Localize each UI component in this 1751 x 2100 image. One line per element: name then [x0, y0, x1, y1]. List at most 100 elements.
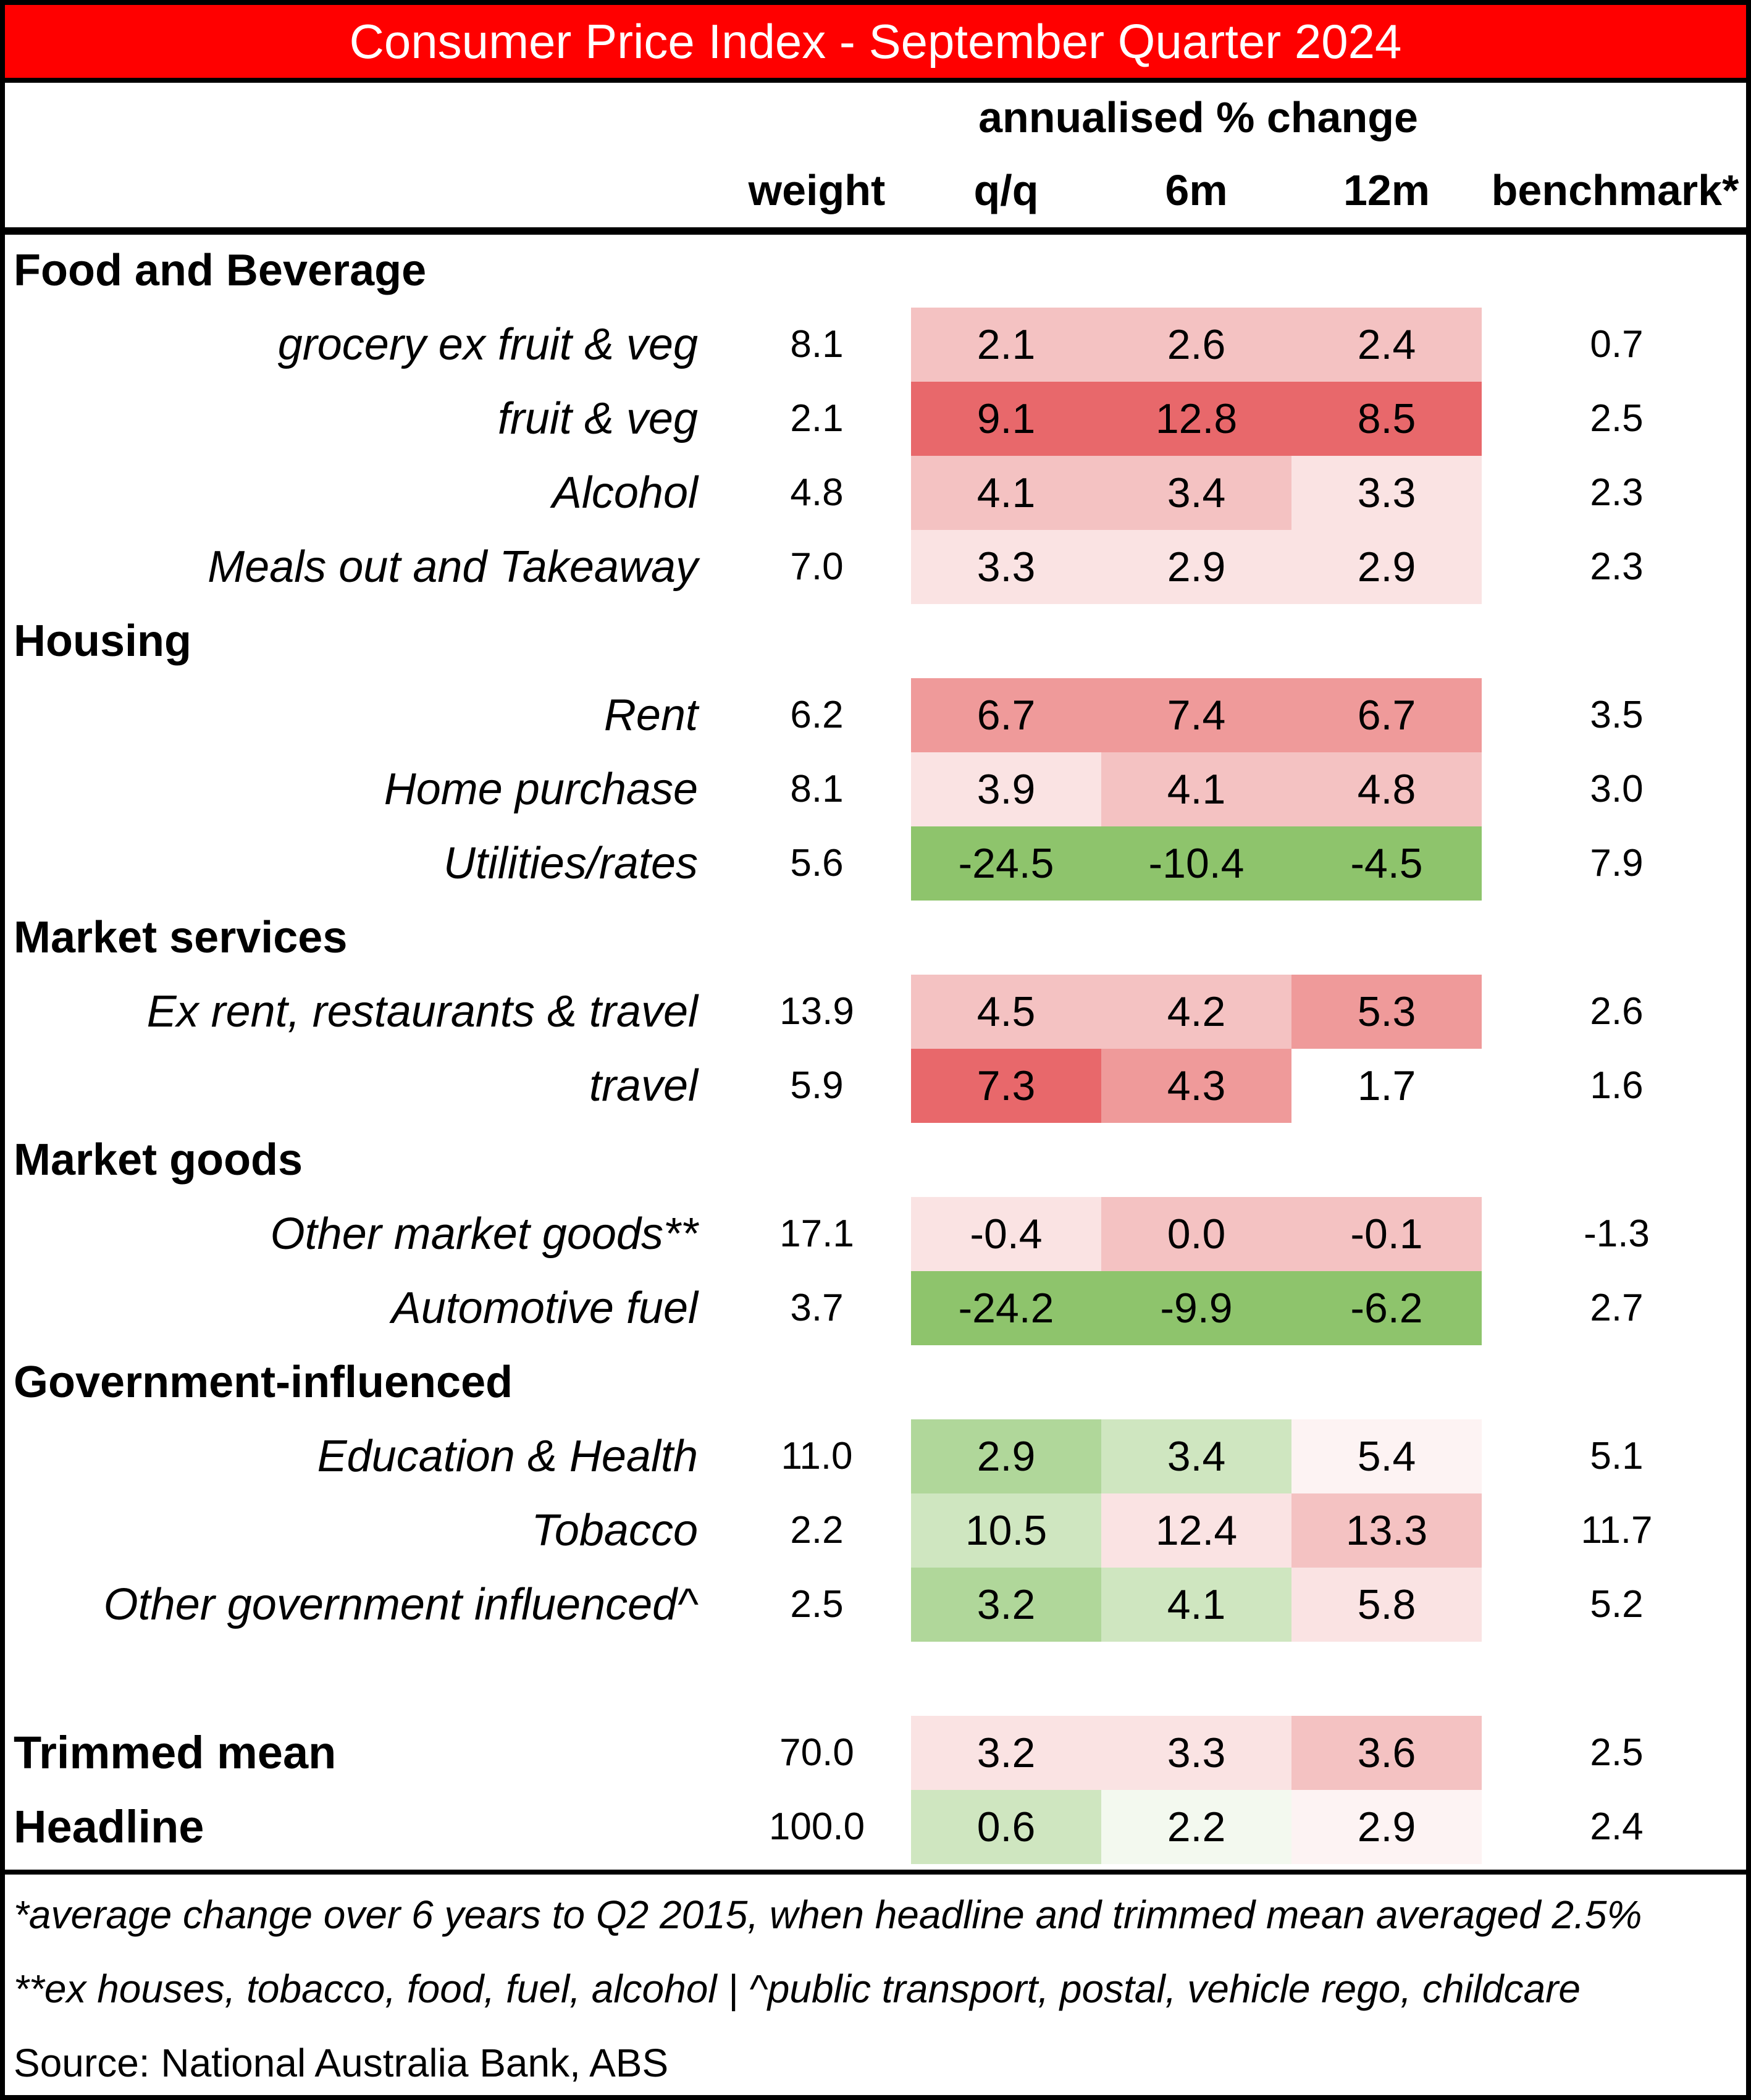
row-rent-twelve-m: 6.7 — [1291, 678, 1482, 752]
row-tobacco-benchmark: 11.7 — [1581, 1509, 1653, 1552]
row-other-market-goods-twelve-m: -0.1 — [1291, 1197, 1482, 1271]
row-automotive-fuel-benchmark: 2.7 — [1590, 1287, 1644, 1329]
row-education-health-weight: 11.0 — [781, 1435, 853, 1477]
row-home-purchase-label: Home purchase — [384, 765, 698, 814]
row-other-market-goods-label: Other market goods** — [270, 1209, 698, 1259]
total-headline-weight: 100.0 — [768, 1805, 865, 1848]
row-fruit-veg-weight: 2.1 — [790, 397, 844, 440]
left-border — [0, 0, 5, 2100]
row-utilities-rates-qq: -24.5 — [911, 826, 1101, 901]
row-other-market-goods-qq: -0.4 — [911, 1197, 1101, 1271]
total-headline-qq: 0.6 — [911, 1790, 1101, 1864]
row-rent-six-m: 7.4 — [1101, 678, 1291, 752]
section-heading-market-services: Market services — [14, 913, 348, 962]
section-heading-market-goods: Market goods — [14, 1135, 303, 1185]
row-utilities-rates-twelve-m: -4.5 — [1291, 826, 1482, 901]
row-other-market-goods-weight: 17.1 — [779, 1212, 854, 1255]
top-border — [0, 0, 1751, 5]
section-heading-housing: Housing — [14, 616, 191, 666]
total-trimmed-mean-label: Trimmed mean — [14, 1727, 337, 1778]
row-ex-rent-restaurants-travel-benchmark: 2.6 — [1590, 990, 1644, 1033]
row-other-government-influenced-qq: 3.2 — [911, 1568, 1101, 1642]
row-tobacco-weight: 2.2 — [790, 1509, 844, 1552]
row-automotive-fuel-qq: -24.2 — [911, 1271, 1101, 1345]
row-fruit-veg-benchmark: 2.5 — [1590, 397, 1644, 440]
row-education-health-label: Education & Health — [317, 1432, 698, 1481]
row-rent-benchmark: 3.5 — [1590, 694, 1644, 736]
row-meals-out-and-takeaway-benchmark: 2.3 — [1590, 545, 1644, 588]
row-alcohol-weight: 4.8 — [790, 471, 844, 514]
row-ex-rent-restaurants-travel-twelve-m: 5.3 — [1291, 975, 1482, 1049]
footnote-definitions: **ex houses, tobacco, food, fuel, alcoho… — [14, 1967, 1581, 2011]
row-tobacco-twelve-m: 13.3 — [1291, 1493, 1482, 1568]
section-heading-government-influenced: Government-influenced — [14, 1358, 513, 1407]
row-utilities-rates-benchmark: 7.9 — [1590, 842, 1644, 884]
row-fruit-veg-qq: 9.1 — [911, 382, 1101, 456]
row-travel-label: travel — [589, 1061, 698, 1111]
row-travel-twelve-m: 1.7 — [1291, 1049, 1482, 1123]
row-meals-out-and-takeaway-weight: 7.0 — [790, 545, 844, 588]
row-grocery-ex-fruit-veg-twelve-m: 2.4 — [1291, 308, 1482, 382]
row-grocery-ex-fruit-veg-qq: 2.1 — [911, 308, 1101, 382]
total-trimmed-mean-qq: 3.2 — [911, 1716, 1101, 1790]
row-grocery-ex-fruit-veg-benchmark: 0.7 — [1590, 323, 1644, 366]
right-border — [1746, 0, 1751, 2100]
row-education-health-benchmark: 5.1 — [1590, 1435, 1644, 1477]
row-grocery-ex-fruit-veg-six-m: 2.6 — [1101, 308, 1291, 382]
row-grocery-ex-fruit-veg-weight: 8.1 — [790, 323, 844, 366]
footnote-benchmark: *average change over 6 years to Q2 2015,… — [14, 1892, 1642, 1937]
header-annualised: annualised % change — [978, 93, 1418, 141]
total-trimmed-mean-twelve-m: 3.6 — [1291, 1716, 1482, 1790]
row-alcohol-label: Alcohol — [552, 468, 698, 518]
row-education-health-qq: 2.9 — [911, 1419, 1101, 1493]
row-ex-rent-restaurants-travel-qq: 4.5 — [911, 975, 1101, 1049]
row-education-health-six-m: 3.4 — [1101, 1419, 1291, 1493]
row-other-market-goods-benchmark: -1.3 — [1584, 1212, 1650, 1255]
row-tobacco-qq: 10.5 — [911, 1493, 1101, 1568]
row-automotive-fuel-six-m: -9.9 — [1101, 1271, 1291, 1345]
row-ex-rent-restaurants-travel-six-m: 4.2 — [1101, 975, 1291, 1049]
row-travel-six-m: 4.3 — [1101, 1049, 1291, 1123]
row-home-purchase-weight: 8.1 — [790, 768, 844, 810]
total-trimmed-mean-six-m: 3.3 — [1101, 1716, 1291, 1790]
row-meals-out-and-takeaway-twelve-m: 2.9 — [1291, 530, 1482, 604]
total-trimmed-mean-weight: 70.0 — [779, 1731, 854, 1774]
row-education-health-twelve-m: 5.4 — [1291, 1419, 1482, 1493]
title-divider — [0, 78, 1751, 83]
row-alcohol-six-m: 3.4 — [1101, 456, 1291, 530]
section-heading-food-and-beverage: Food and Beverage — [14, 246, 427, 295]
row-utilities-rates-weight: 5.6 — [790, 842, 844, 884]
row-tobacco-label: Tobacco — [531, 1506, 698, 1555]
total-headline-label: Headline — [14, 1801, 204, 1852]
row-home-purchase-benchmark: 3.0 — [1590, 768, 1644, 810]
row-home-purchase-twelve-m: 4.8 — [1291, 752, 1482, 826]
row-alcohol-benchmark: 2.3 — [1590, 471, 1644, 514]
row-tobacco-six-m: 12.4 — [1101, 1493, 1291, 1568]
row-rent-label: Rent — [603, 691, 698, 740]
footnote-divider — [0, 1870, 1751, 1875]
row-rent-weight: 6.2 — [790, 694, 844, 736]
row-travel-qq: 7.3 — [911, 1049, 1101, 1123]
row-fruit-veg-twelve-m: 8.5 — [1291, 382, 1482, 456]
row-alcohol-qq: 4.1 — [911, 456, 1101, 530]
total-trimmed-mean-benchmark: 2.5 — [1590, 1731, 1644, 1774]
row-home-purchase-qq: 3.9 — [911, 752, 1101, 826]
row-automotive-fuel-twelve-m: -6.2 — [1291, 1271, 1482, 1345]
bottom-border — [0, 2095, 1751, 2100]
row-meals-out-and-takeaway-qq: 3.3 — [911, 530, 1101, 604]
row-meals-out-and-takeaway-six-m: 2.9 — [1101, 530, 1291, 604]
row-utilities-rates-six-m: -10.4 — [1101, 826, 1291, 901]
source-note: Source: National Australia Bank, ABS — [14, 2041, 669, 2085]
row-alcohol-twelve-m: 3.3 — [1291, 456, 1482, 530]
total-headline-benchmark: 2.4 — [1590, 1805, 1644, 1848]
row-ex-rent-restaurants-travel-weight: 13.9 — [779, 990, 854, 1033]
header-benchmark: benchmark* — [1491, 166, 1739, 214]
chart-title: Consumer Price Index - September Quarter… — [5, 5, 1746, 78]
row-fruit-veg-six-m: 12.8 — [1101, 382, 1291, 456]
header-6m: 6m — [1165, 166, 1228, 214]
row-other-government-influenced-twelve-m: 5.8 — [1291, 1568, 1482, 1642]
row-automotive-fuel-label: Automotive fuel — [391, 1283, 698, 1333]
row-meals-out-and-takeaway-label: Meals out and Takeaway — [208, 542, 698, 592]
row-other-market-goods-six-m: 0.0 — [1101, 1197, 1291, 1271]
